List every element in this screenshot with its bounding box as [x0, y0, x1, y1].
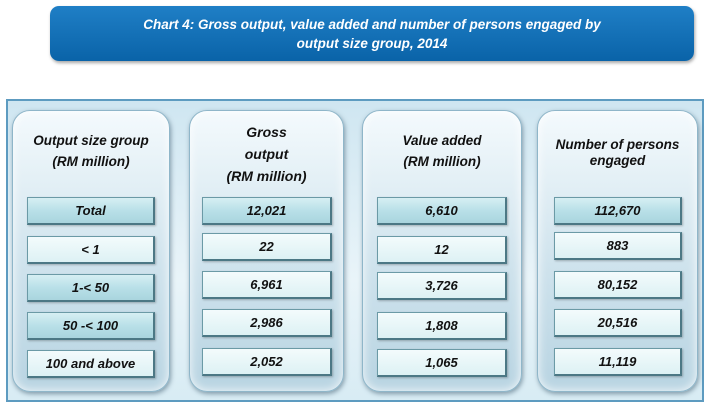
chart-title-line-2: output size group, 2014 — [296, 35, 448, 51]
cell-value-added-total: 6,610 — [377, 197, 507, 225]
header-line: engaged — [589, 153, 646, 168]
cell-group-50-100: 50 -< 100 — [27, 312, 155, 340]
header-output-size-group: Output size group (RM million) — [13, 132, 169, 171]
panel-gross-output: Gross output (RM million) 12,021 22 6,96… — [189, 110, 344, 392]
cell-value-added-100-above: 1,065 — [377, 349, 507, 377]
cell-value-added-1-50: 3,726 — [377, 272, 507, 300]
cell-gross-output-100-above: 2,052 — [202, 348, 332, 376]
header-line: output — [244, 146, 289, 162]
cell-gross-output-lt1: 22 — [202, 233, 332, 261]
header-line: Gross — [246, 124, 287, 140]
chart-title-banner: Chart 4: Gross output, value added and n… — [50, 6, 694, 61]
cell-persons-engaged-50-100: 20,516 — [554, 309, 682, 337]
header-line: Output size group — [33, 133, 149, 148]
cell-persons-engaged-1-50: 80,152 — [554, 271, 682, 299]
chart-title-line-1: Chart 4: Gross output, value added and n… — [143, 16, 601, 32]
header-value-added: Value added (RM million) — [363, 132, 521, 171]
cell-persons-engaged-100-above: 11,119 — [554, 348, 682, 376]
header-line: (RM million) — [403, 154, 481, 169]
cell-group-lt1: < 1 — [27, 236, 155, 264]
cell-gross-output-total: 12,021 — [202, 197, 332, 225]
cell-group-100-above: 100 and above — [27, 350, 155, 378]
cell-group-total: Total — [27, 197, 155, 225]
header-gross-output: Gross output (RM million) — [190, 121, 343, 187]
cell-persons-engaged-total: 112,670 — [554, 197, 682, 225]
panel-value-added: Value added (RM million) 6,610 12 3,726 … — [362, 110, 522, 392]
cell-group-1-50: 1-< 50 — [27, 274, 155, 302]
cell-value-added-lt1: 12 — [377, 236, 507, 264]
cell-gross-output-1-50: 6,961 — [202, 271, 332, 299]
header-line: (RM million) — [226, 168, 307, 184]
cell-value-added-50-100: 1,808 — [377, 312, 507, 340]
panel-output-size-group: Output size group (RM million) Total < 1… — [12, 110, 170, 392]
header-line: Value added — [402, 133, 482, 148]
cell-gross-output-50-100: 2,986 — [202, 309, 332, 337]
header-line: (RM million) — [52, 154, 130, 169]
cell-persons-engaged-lt1: 883 — [554, 232, 682, 260]
header-line: Number of persons — [555, 137, 680, 152]
panel-persons-engaged: Number of persons engaged 112,670 883 80… — [537, 110, 698, 392]
header-persons-engaged: Number of persons engaged — [538, 137, 697, 169]
